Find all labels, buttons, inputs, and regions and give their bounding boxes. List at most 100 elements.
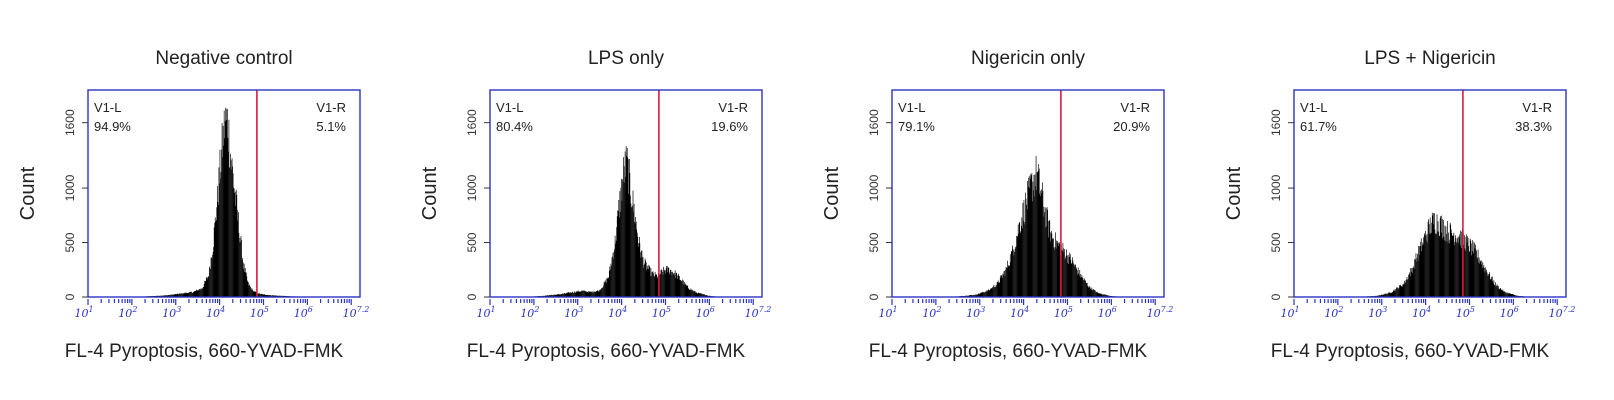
y-tick-label: 1000 <box>63 174 77 201</box>
histogram-bar <box>1479 263 1480 297</box>
histogram-bar <box>990 288 992 297</box>
histogram-bar <box>615 240 617 297</box>
x-axis-label: FL-4 Pyroptosis, 660-YVAD-FMK <box>869 341 1148 362</box>
histogram-bar <box>1483 267 1484 297</box>
histogram-bar <box>1485 270 1487 297</box>
histogram-bar <box>258 293 260 297</box>
histogram-bar <box>972 295 974 297</box>
histogram-bar <box>605 282 606 297</box>
x-tick-base: 10 <box>1054 307 1068 320</box>
histogram-bar <box>635 221 637 297</box>
histogram-bar <box>662 271 663 297</box>
histogram-bar <box>706 295 708 297</box>
histogram-bar <box>1507 292 1509 297</box>
histogram-bar <box>966 295 967 297</box>
histogram-bar <box>1420 238 1422 297</box>
histogram-bar <box>231 158 233 297</box>
histogram-bar <box>1419 246 1421 297</box>
histogram-bar <box>986 290 988 297</box>
histogram-bar <box>668 274 670 297</box>
histogram-bar <box>560 294 561 297</box>
histogram-bar <box>985 292 987 297</box>
histogram-bar <box>236 209 238 297</box>
histogram-bar <box>1017 236 1018 297</box>
histogram-bar <box>1412 266 1414 297</box>
x-tick-label: 104 <box>608 305 627 320</box>
histogram-bar <box>1449 243 1450 297</box>
histogram-bar <box>1033 174 1035 297</box>
histogram-bar <box>241 240 242 297</box>
histogram-bar <box>1441 215 1443 297</box>
histogram-bar <box>214 223 216 297</box>
histogram-bar <box>652 271 653 297</box>
histogram-bar <box>259 293 260 297</box>
histogram-bar <box>584 290 585 297</box>
histogram-bar <box>1002 277 1003 297</box>
histogram-bar <box>626 148 628 297</box>
histogram-bar <box>612 256 613 297</box>
x-tick-exp: 4 <box>1023 305 1029 314</box>
histogram-bar <box>980 292 982 297</box>
histogram-bar <box>254 291 256 297</box>
histogram-bar <box>191 292 193 297</box>
histogram-bar <box>182 293 184 297</box>
histogram-bar <box>594 291 595 297</box>
histogram-bar <box>662 274 664 297</box>
histogram-bar <box>1399 285 1401 297</box>
histogram-bar <box>656 278 658 297</box>
x-tick-base: 10 <box>343 307 357 320</box>
histogram-bar <box>984 291 986 297</box>
histogram-bar <box>1395 288 1397 297</box>
histogram-bar <box>173 294 175 297</box>
histogram-bar <box>1029 188 1031 297</box>
histogram-bar <box>576 290 578 297</box>
histogram-bar <box>1065 255 1067 297</box>
gate-right-name: V1-R <box>316 100 346 115</box>
histogram-bar <box>557 294 559 297</box>
histogram-bar <box>1102 294 1104 297</box>
gate-left-value: 61.7% <box>1300 119 1337 134</box>
histogram-bar <box>1049 241 1051 297</box>
histogram-bar <box>564 293 566 297</box>
histogram-bar <box>1470 240 1472 297</box>
gate-left-name: V1-L <box>496 100 523 115</box>
histogram-bar <box>997 280 999 297</box>
histogram-bar <box>1457 238 1458 297</box>
histogram-bar <box>1058 246 1060 297</box>
histogram-bar <box>1083 280 1084 297</box>
histogram-bar <box>1470 243 1472 297</box>
histogram-bar <box>1404 283 1406 297</box>
x-axis-label: FL-4 Pyroptosis, 660-YVAD-FMK <box>1271 341 1550 362</box>
histogram-bar <box>1493 283 1494 297</box>
histogram-bar <box>1487 273 1489 297</box>
histogram-bar <box>1104 294 1105 297</box>
histogram-bar <box>1484 267 1485 297</box>
histogram-bar <box>238 232 240 297</box>
histogram-bar <box>606 282 608 297</box>
histogram-bar <box>1393 289 1395 297</box>
y-tick-label: 0 <box>867 293 881 300</box>
histogram-bar <box>591 291 592 297</box>
histogram-bar <box>1078 273 1080 297</box>
histogram-bar <box>1437 231 1438 297</box>
histogram-bar <box>979 293 981 297</box>
histogram-bar <box>1434 213 1435 297</box>
histogram-bar <box>1040 196 1042 297</box>
histogram-bar <box>587 292 589 297</box>
histogram-bar <box>1036 172 1038 297</box>
histogram-bar <box>225 119 227 297</box>
histogram-bar <box>1009 265 1011 297</box>
histogram-bar <box>1434 229 1436 297</box>
histogram-bar <box>203 284 205 297</box>
histogram-bar <box>1105 294 1107 297</box>
histogram-bar <box>659 274 661 297</box>
histogram-bar <box>546 295 548 297</box>
x-tick-exp: 3 <box>578 305 583 314</box>
histogram-bar <box>1412 273 1414 297</box>
histogram-bar <box>226 109 228 297</box>
histogram-bar <box>664 270 665 297</box>
histogram-bar <box>250 287 252 297</box>
x-tick-label: 106 <box>294 305 313 320</box>
x-tick-exp: 5 <box>264 305 269 314</box>
histogram-bar <box>1455 238 1457 297</box>
